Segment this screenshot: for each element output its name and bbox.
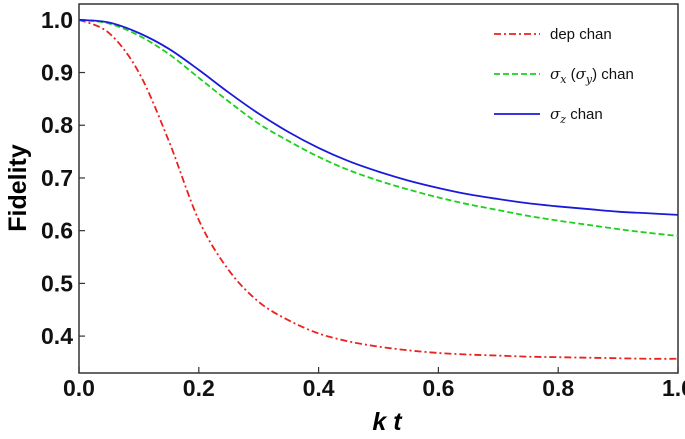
x-tick-label: 0.6 [422, 375, 454, 401]
plot-frame [78, 3, 679, 374]
series-lines [78, 18, 679, 360]
x-tick-label: 0.8 [542, 375, 574, 401]
y-axis-label: Fidelity [4, 144, 32, 232]
y-tick-label: 0.8 [41, 112, 73, 138]
x-tick-label: 0.0 [63, 375, 95, 401]
legend-label-sx: σx (σy) chan [550, 65, 634, 86]
y-tick-label: 0.7 [41, 165, 73, 191]
y-tick-label: 1.0 [41, 7, 73, 33]
legend-item-sx: σx (σy) chan [494, 65, 634, 86]
legend-item-dep: dep chan [494, 26, 612, 43]
y-tick-label: 0.6 [41, 218, 73, 244]
legend: dep chan σx (σy) chan σz chan [494, 26, 634, 126]
tick-labels: 0.0 0.2 0.4 0.6 0.8 1.0 0.4 0.5 0.6 0.7 0.8 0.9 1.0 [41, 7, 685, 401]
y-tick-label: 0.4 [41, 323, 73, 349]
x-axis-label: k t [372, 408, 403, 436]
x-tick-label: 1.0 [662, 375, 685, 401]
legend-item-sz: σz chan [494, 105, 603, 126]
y-tick-label: 0.9 [41, 60, 73, 86]
series-line-sz [78, 18, 679, 216]
series-line-dep [78, 18, 679, 360]
legend-label-sz: σz chan [550, 105, 603, 126]
x-tick-label: 0.4 [303, 375, 335, 401]
y-tick-label: 0.5 [41, 270, 73, 296]
series-line-sx [78, 18, 679, 237]
legend-label-dep: dep chan [550, 26, 612, 43]
x-tick-label: 0.2 [183, 375, 215, 401]
